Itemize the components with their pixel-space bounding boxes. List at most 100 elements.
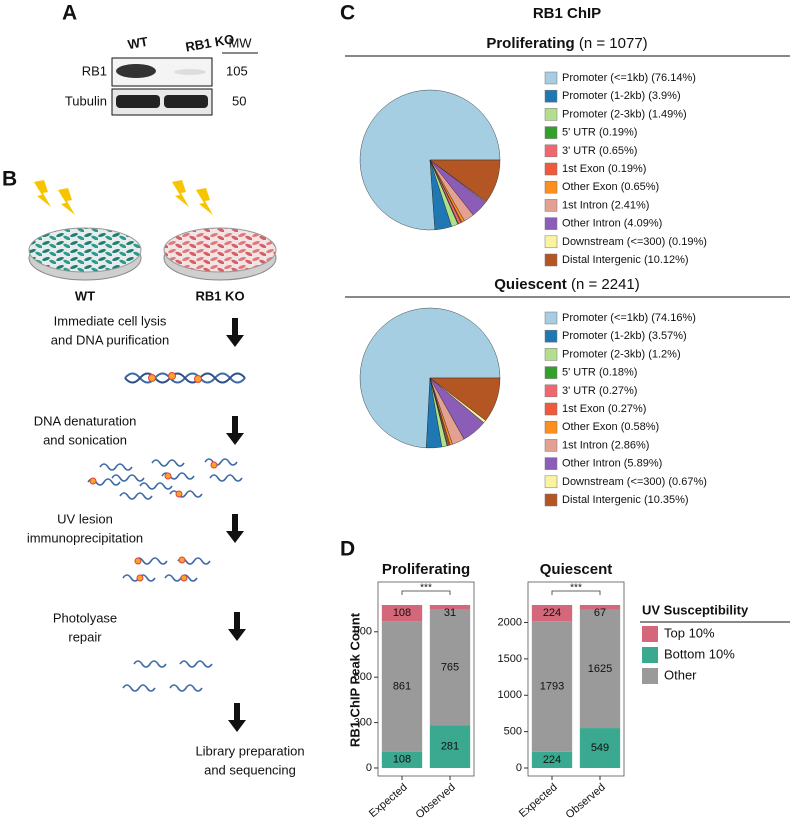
legend-label: Other Intron (4.09%) — [562, 218, 662, 230]
bar-segment — [429, 725, 471, 768]
x-tick-label: Expected — [517, 781, 560, 820]
dna-fragments — [122, 556, 211, 582]
legend-label: 1st Exon (0.27%) — [562, 403, 646, 415]
legend-label: Top 10% — [664, 625, 715, 640]
legend-label: Other Exon (0.58%) — [562, 421, 659, 433]
legend-swatch — [544, 439, 558, 452]
plot-frame — [527, 581, 625, 777]
pie-title-name: Proliferating — [486, 35, 574, 52]
uv-bolt — [172, 180, 189, 207]
y-tick-label: 1000 — [498, 689, 522, 701]
bar-segment — [531, 604, 573, 622]
legend-label: Other Intron (5.89%) — [562, 458, 662, 470]
legend-label: Distal Intergenic (10.12%) — [562, 254, 689, 266]
legend-category: Other Intron — [562, 218, 621, 230]
x-tick-label: Observed — [564, 781, 608, 821]
legend-category: Other Exon — [562, 181, 618, 193]
legend-label: Promoter (2-3kb) (1.49%) — [562, 108, 687, 120]
legend-category: 1st Exon — [562, 163, 605, 175]
mw-header: MW — [228, 35, 252, 50]
legend-category: Downstream (<=300) — [562, 236, 665, 248]
legend-category: 1st Intron — [562, 439, 608, 451]
legend-label: 1st Intron (2.86%) — [562, 439, 649, 451]
legend-value: (74.16%) — [651, 312, 696, 324]
protein-label: Tubulin — [65, 93, 107, 108]
step-text: DNA denaturation — [34, 413, 137, 428]
step-arrow — [228, 703, 246, 732]
legend-swatch — [544, 384, 558, 398]
legend-category: 5' UTR — [562, 367, 596, 379]
significance-label: *** — [420, 583, 432, 594]
legend-swatch — [642, 626, 658, 642]
legend-category: Other Intron — [562, 458, 621, 470]
pie-slice — [429, 377, 501, 421]
bar-segment — [531, 751, 573, 768]
legend-swatch — [544, 329, 558, 343]
legend-category: Promoter (2-3kb) — [562, 348, 645, 360]
step-text: UV lesion — [57, 511, 113, 526]
pie-title: Proliferating (n = 1077) — [486, 35, 647, 52]
plot-title: Proliferating — [382, 561, 470, 578]
plot-title: Quiescent — [540, 561, 613, 578]
legend-category: Distal Intergenic — [562, 254, 641, 266]
bar-value-label: 1625 — [588, 663, 612, 675]
step-arrow — [228, 612, 246, 641]
uv-bolt — [196, 188, 213, 215]
legend-swatch — [544, 366, 558, 379]
bar-value-label: 224 — [543, 754, 561, 766]
bar-value-label: 549 — [591, 742, 609, 754]
legend-label: Promoter (2-3kb) (1.2%) — [562, 348, 681, 360]
legend-title: UV Susceptibility — [642, 602, 749, 617]
dna-fragments — [87, 458, 243, 500]
y-tick-label: 0 — [516, 762, 522, 774]
legend-swatch — [544, 180, 558, 194]
significance-bracket — [551, 590, 601, 595]
legend-swatch — [544, 217, 558, 230]
dish-cells — [28, 227, 142, 273]
legend-value: (0.19%) — [668, 236, 707, 248]
legend-value: (0.65%) — [599, 145, 638, 157]
bar-segment — [579, 609, 621, 729]
y-tick-label: 2000 — [498, 616, 522, 628]
legend-value: (10.35%) — [644, 494, 689, 506]
bar-segment — [579, 728, 621, 768]
legend-category: Promoter (1-2kb) — [562, 90, 645, 102]
pie-subtitle: (n = 2241) — [571, 276, 640, 293]
bar-value-label: 1793 — [540, 680, 564, 692]
legend-label: Bottom 10% — [664, 646, 735, 661]
legend-value: (0.27%) — [599, 385, 638, 397]
legend-swatch — [642, 647, 658, 663]
legend-label: Downstream (<=300) (0.67%) — [562, 476, 707, 488]
legend-category: 1st Exon — [562, 403, 605, 415]
dna-fragments — [122, 660, 213, 692]
legend-category: Promoter (<=1kb) — [562, 72, 648, 84]
step-text: Library preparation — [195, 743, 304, 758]
legend-value: (1.49%) — [648, 108, 687, 120]
blot-band — [164, 95, 208, 108]
panel-label: A — [62, 2, 77, 25]
legend-label: Downstream (<=300) (0.19%) — [562, 236, 707, 248]
legend-swatch — [544, 348, 558, 361]
legend-swatch — [544, 108, 558, 121]
legend-value: (4.09%) — [624, 218, 663, 230]
step-arrow — [226, 514, 244, 543]
legend-label: Distal Intergenic (10.35%) — [562, 494, 689, 506]
step-text: immunoprecipitation — [27, 530, 143, 545]
legend-swatch — [642, 668, 658, 684]
legend-label: 1st Intron (2.41%) — [562, 199, 649, 211]
y-tick-label: 1500 — [498, 653, 522, 665]
legend-swatch — [544, 162, 558, 176]
legend-swatch — [544, 199, 558, 212]
dish-cells — [163, 227, 277, 273]
legend-swatch — [544, 420, 558, 434]
legend-category: 3' UTR — [562, 145, 596, 157]
legend-value: (0.65%) — [621, 181, 660, 193]
legend-label: Promoter (1-2kb) (3.57%) — [562, 330, 687, 342]
legend-category: 3' UTR — [562, 385, 596, 397]
legend-value: (0.19%) — [599, 127, 638, 139]
y-tick-label: 600 — [354, 671, 372, 683]
legend-value: (1.2%) — [648, 348, 680, 360]
step-text: Immediate cell lysis — [54, 313, 167, 328]
legend-swatch — [544, 71, 558, 85]
